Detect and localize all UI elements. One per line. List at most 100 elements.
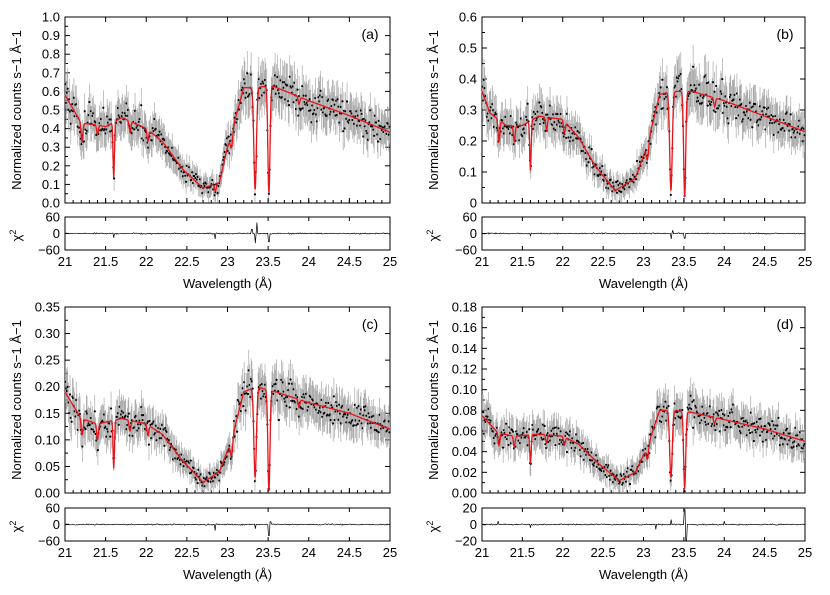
y-tick-label: 0.3 <box>42 140 60 155</box>
panel-d: 0.00 0.02 0.04 0.06 0.08 0.10 0.12 0.14 0.16 0.18… <box>425 300 812 583</box>
chi2-tick-label: −60 <box>38 243 60 258</box>
x-tick-label: 23.5 <box>255 545 280 560</box>
data-point <box>82 140 86 143</box>
x-tick-label: 24.5 <box>337 254 362 269</box>
x-tick-label: 24.5 <box>752 545 777 560</box>
data-point <box>109 407 113 410</box>
data-point <box>88 100 91 104</box>
data-point <box>692 65 695 68</box>
data-point <box>748 431 752 435</box>
y-tick-label: 0.9 <box>42 28 60 43</box>
data-point <box>332 395 335 398</box>
y-tick-label: 0.5 <box>42 103 60 118</box>
chi2-tick-label: 0 <box>53 226 60 241</box>
data-point <box>763 106 766 109</box>
x-tick-label: 21 <box>58 545 72 560</box>
spectrum-frame <box>481 16 806 204</box>
x-tick-label: 21 <box>475 254 489 269</box>
x-axis-label: Wavelength (Å) <box>183 567 272 582</box>
data-point <box>681 408 684 412</box>
chi2-axis-label: χ2 <box>425 230 441 242</box>
chi2-axis-label: χ2 <box>425 521 441 533</box>
y-tick-label: 0.0 <box>42 196 60 211</box>
data-point <box>102 106 105 109</box>
data-point <box>68 393 72 396</box>
data-point <box>246 72 249 75</box>
y-tick-label: 0.08 <box>452 403 477 418</box>
data-point <box>251 387 254 390</box>
data-point <box>758 434 762 437</box>
data-point <box>185 180 188 183</box>
chi2-tick-label: −20 <box>455 534 477 549</box>
x-tick-label: 25 <box>383 545 397 560</box>
x-tick-label: 25 <box>798 545 812 560</box>
y-tick-label: 0.6 <box>42 84 60 99</box>
chi2-superscript: 2 <box>8 521 18 526</box>
panel-label: (c) <box>362 316 378 332</box>
data-point <box>332 422 335 425</box>
data-point <box>109 435 112 438</box>
data-point <box>751 126 754 129</box>
data-point <box>70 420 73 423</box>
y-tick-label: 0 <box>470 196 477 211</box>
x-tick-label: 22 <box>556 254 570 269</box>
data-point <box>718 409 721 412</box>
x-tick-label: 23 <box>636 545 650 560</box>
data-point <box>512 430 515 433</box>
x-tick-label: 24 <box>717 254 731 269</box>
data-point <box>661 78 664 81</box>
panel-label: (a) <box>361 26 378 42</box>
y-tick-label: 0.18 <box>452 300 477 315</box>
y-axis-label: Normalized counts s−1 Å−1 <box>426 320 441 480</box>
chi2-tick-label: 0 <box>470 226 477 241</box>
panel-label: (d) <box>776 316 793 332</box>
data-point <box>721 77 724 81</box>
data-point <box>565 136 568 139</box>
data-point <box>691 400 694 403</box>
x-tick-label: 23 <box>636 254 650 269</box>
data-point <box>101 127 104 130</box>
data-point <box>538 101 541 104</box>
data-point <box>554 443 557 447</box>
data-point <box>345 100 349 103</box>
x-tick-label: 24 <box>302 254 316 269</box>
data-point <box>482 410 485 414</box>
y-tick-label: 0.12 <box>452 362 477 377</box>
data-point <box>93 410 96 413</box>
y-tick-label: 0.06 <box>452 424 477 439</box>
x-tick-label: 25 <box>383 254 397 269</box>
data-point <box>189 459 192 462</box>
chi2-tick-label: 0 <box>470 517 477 532</box>
model-curve <box>481 409 806 489</box>
x-tick-label: 21.5 <box>93 545 118 560</box>
observed-spectrum <box>481 45 806 203</box>
y-tick-label: 0.02 <box>452 465 477 480</box>
data-point <box>163 444 166 447</box>
data-point <box>301 85 304 88</box>
data-point <box>587 161 590 164</box>
data-point <box>565 431 568 434</box>
x-tick-label: 22.5 <box>590 254 615 269</box>
x-tick-label: 21.5 <box>510 545 535 560</box>
panel-b: 0 0.1 0.2 0.3 0.4 0.5 0.6 21 21.5 22 22.5 23 23.5 24 2… <box>425 10 812 292</box>
x-tick-label: 23.5 <box>671 545 696 560</box>
data-point <box>373 134 376 137</box>
data-point <box>543 424 546 428</box>
chi2-tick-label: 60 <box>463 210 477 225</box>
y-tick-label: 0.20 <box>35 379 60 394</box>
data-point <box>287 382 291 385</box>
data-point <box>288 406 291 409</box>
x-tick-label: 21.5 <box>93 254 118 269</box>
data-point <box>227 135 230 138</box>
y-tick-label: 0.1 <box>459 165 477 180</box>
chi2-tick-label: −60 <box>455 243 477 258</box>
y-tick-label: 0.25 <box>35 353 60 368</box>
y-tick-label: 0.7 <box>42 65 60 80</box>
y-tick-label: 0.5 <box>459 41 477 56</box>
x-tick-label: 22.5 <box>590 545 615 560</box>
y-tick-label: 0.00 <box>452 486 477 501</box>
observed-spectrum <box>64 51 391 203</box>
y-tick-label: 0.8 <box>42 47 60 62</box>
x-tick-label: 21.5 <box>510 254 535 269</box>
